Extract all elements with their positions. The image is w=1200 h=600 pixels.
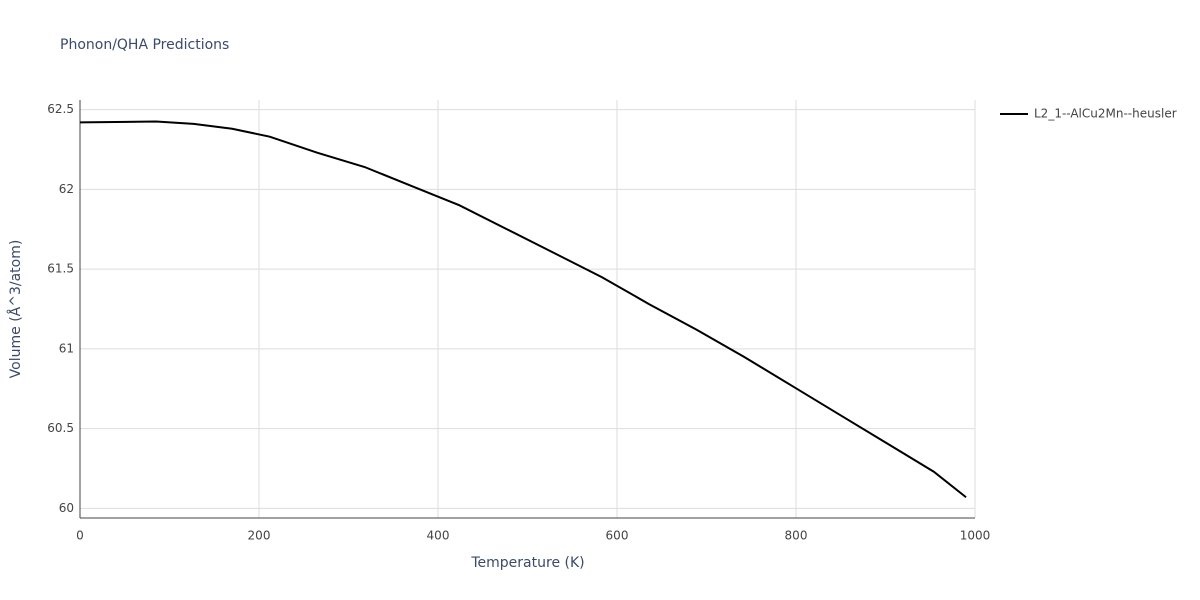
y-tick-label: 60.5: [47, 421, 74, 435]
y-tick-label: 60: [59, 501, 74, 515]
x-axis-label: Temperature (K): [470, 555, 584, 571]
x-tick-label: 800: [785, 529, 808, 543]
y-axis-label: Volume (Å^3/atom): [7, 240, 24, 379]
x-tick-label: 0: [76, 529, 84, 543]
x-tick-label: 600: [606, 529, 629, 543]
y-tick-label: 61: [59, 341, 74, 355]
chart-title: Phonon/QHA Predictions: [60, 37, 229, 53]
x-tick-label: 200: [248, 529, 271, 543]
legend-label: L2_1--AlCu2Mn--heusler: [1034, 107, 1177, 121]
x-tick-label: 1000: [960, 529, 991, 543]
y-tick-label: 61.5: [47, 262, 74, 276]
y-tick-label: 62: [59, 182, 74, 196]
x-tick-label: 400: [427, 529, 450, 543]
y-tick-label: 62.5: [47, 102, 74, 116]
data-line: [79, 120, 967, 499]
